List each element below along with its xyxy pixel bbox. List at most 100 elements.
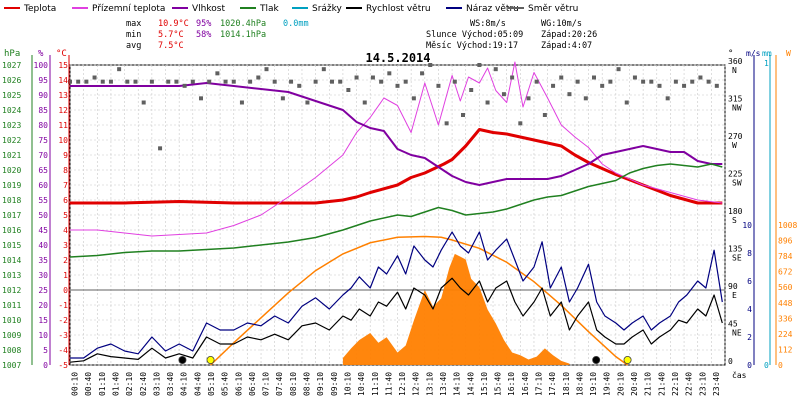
- stat-ws: WS:8m/s: [470, 19, 506, 29]
- stats-block: max 10.9°C 95% 1020.4hPa 0.0mm min 5.7°C…: [126, 19, 597, 51]
- stat-sunset: Západ:20:26: [541, 30, 597, 40]
- axis-c-tick: -5: [58, 361, 68, 370]
- wind-direction-point: [231, 79, 236, 84]
- wind-direction-point: [280, 96, 285, 101]
- wind-direction-point: [551, 83, 556, 88]
- legend-label: Směr větru: [528, 4, 578, 14]
- wind-direction-point: [125, 79, 130, 84]
- axis-c-tick: 9: [63, 151, 68, 160]
- axis-mm-tick: 1: [764, 59, 769, 68]
- wind-direction-point: [133, 79, 138, 84]
- axis-c-tick: 7: [63, 181, 68, 190]
- axis-c-tick: 1: [63, 271, 68, 280]
- axis-hpa-tick: 1012: [2, 286, 21, 295]
- wind-direction-point: [493, 67, 498, 72]
- wind-direction-point: [461, 113, 465, 117]
- axis-x-tick: 03:10: [152, 372, 161, 396]
- wind-direction-point: [346, 88, 351, 92]
- axis-x-tick: 15:40: [494, 372, 503, 396]
- axis-pct-tick: 15: [38, 316, 48, 325]
- stat-avg-temp: 7.5°C: [158, 41, 184, 51]
- wind-direction-point: [256, 75, 261, 80]
- wind-direction-point: [600, 83, 605, 88]
- axis-pct-tick: 25: [38, 286, 48, 295]
- wind-direction-points: [68, 63, 719, 151]
- axis-x-tick: 17:10: [535, 372, 544, 396]
- axis-c-tick: 8: [63, 166, 68, 175]
- wind-direction-point: [526, 96, 531, 101]
- series-line: [70, 128, 723, 205]
- wind-direction-point: [469, 88, 474, 92]
- axis-x-tick: 04:10: [180, 372, 189, 396]
- axis-pct-tick: 75: [38, 136, 48, 145]
- axis-x-tick: 07:40: [275, 372, 284, 396]
- axis-pct-unit: %: [38, 49, 44, 59]
- axis-hpa-tick: 1008: [2, 346, 21, 355]
- axis-c-tick: 11: [58, 121, 68, 130]
- series-line: [70, 231, 723, 359]
- wind-direction-point: [534, 79, 539, 84]
- axis-hpa-tick: 1023: [2, 121, 21, 130]
- wind-direction-point: [117, 67, 122, 72]
- axis-dir-deg: 90: [728, 282, 738, 291]
- axis-w-tick: 336: [778, 314, 793, 323]
- wind-direction-point: [673, 79, 678, 84]
- axis-w-tick: 224: [778, 330, 793, 339]
- axis-x-tick: 23:10: [698, 372, 707, 396]
- chart-title: 14.5.2014: [365, 51, 430, 65]
- axis-x-tick: 06:10: [234, 372, 243, 396]
- axis-ms-tick: 4: [747, 305, 752, 314]
- axis-x-tick: 12:10: [398, 372, 407, 396]
- axis-w-tick: 112: [778, 345, 793, 354]
- axis-x-tick: 20:10: [616, 372, 625, 396]
- wind-direction-point: [436, 83, 441, 88]
- legend-label: Rychlost větru: [366, 4, 431, 14]
- axis-pct-tick: 80: [38, 121, 48, 130]
- axis-pct-tick: 85: [38, 106, 48, 115]
- axis-dir-deg: 135: [728, 245, 743, 254]
- wind-direction-point: [641, 79, 646, 84]
- axis-hpa-tick: 1007: [2, 361, 21, 370]
- axis-x-tick: 05:10: [207, 372, 216, 396]
- axis-x-tick: 19:10: [589, 372, 598, 396]
- axis-hpa-tick: 1015: [2, 241, 21, 250]
- axis-dir-name: SE: [732, 254, 742, 263]
- wind-direction-point: [428, 63, 433, 67]
- axis-pct-tick: 95: [38, 76, 48, 85]
- axis-pct-tick: 70: [38, 151, 48, 160]
- wind-direction-point: [387, 71, 392, 76]
- axis-c-tick: 14: [58, 76, 68, 85]
- wind-direction-point: [583, 96, 588, 101]
- axis-w-tick: 448: [778, 299, 793, 308]
- axis-dir-name: N: [732, 66, 737, 75]
- axis-x-tick: 11:10: [371, 372, 380, 396]
- axis-x-tick: 23:40: [712, 372, 721, 396]
- axis-pct-tick: 65: [38, 166, 48, 175]
- axis-pct-tick: 20: [38, 301, 48, 310]
- solar-theoretical-line: [210, 235, 629, 366]
- wind-direction-point: [411, 96, 416, 101]
- wind-direction-point: [92, 75, 97, 80]
- axis-w-unit: W: [786, 49, 791, 58]
- stat-max-temp: 10.9°C: [158, 19, 189, 29]
- wind-direction-point: [370, 75, 375, 80]
- axis-hpa-tick: 1011: [2, 301, 21, 310]
- axis-pct-tick: 60: [38, 181, 48, 190]
- legend-label: Tlak: [259, 4, 280, 14]
- wind-direction-point: [624, 100, 629, 105]
- wind-direction-point: [289, 79, 294, 84]
- wind-direction-point: [559, 75, 564, 80]
- axis-pct-tick: 90: [38, 91, 48, 100]
- wind-direction-point: [190, 79, 195, 84]
- axis-c-tick: 6: [63, 196, 68, 205]
- wind-direction-point: [354, 75, 359, 80]
- axis-x-tick: 00:10: [71, 372, 80, 396]
- axis-ms-unit: m/s: [746, 49, 761, 58]
- wind-direction-point: [223, 79, 228, 84]
- stat-min-press: 1014.1hPa: [220, 30, 266, 40]
- wind-direction-point: [657, 83, 662, 88]
- wind-direction-point: [362, 100, 367, 105]
- axis-pct-tick: 55: [38, 196, 48, 205]
- wind-direction-point: [68, 79, 72, 84]
- wind-direction-point: [485, 100, 490, 105]
